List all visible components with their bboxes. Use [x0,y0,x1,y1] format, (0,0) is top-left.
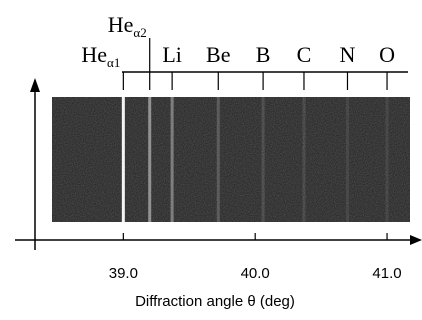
spectral-line [262,97,265,222]
line-name: He [81,42,107,67]
line-label: Heα2 [108,12,147,40]
line-label: Heα1 [81,42,120,70]
x-tick-label: 39.0 [109,265,138,282]
spectral-line [148,97,151,222]
spectral-line [122,97,125,222]
line-name: B [256,42,271,67]
line-name: Be [206,42,230,67]
line-name: He [108,12,134,37]
spectral-line [346,97,349,222]
y-arrow [30,78,40,92]
line-name: C [297,42,312,67]
line-label: B [256,42,271,67]
chart: Diffraction angle θ (deg) 39.0 40.0 41.0 He… [0,0,422,320]
line-label: O [379,42,395,67]
line-name: O [379,42,395,67]
line-subscript: α1 [107,55,120,70]
line-subscript: α2 [133,25,146,40]
x-tick-label: 41.0 [372,265,401,282]
line-name: N [340,42,356,67]
line-label: Be [206,42,230,67]
spectral-line [386,97,389,222]
x-axis-label: Diffraction angle θ (deg) [135,293,295,310]
spectral-line [302,97,305,222]
spectral-line [171,97,174,222]
spectrum-image [52,97,410,222]
x-tick-label: 40.0 [241,265,270,282]
spectral-line [217,97,220,222]
line-name: Li [162,42,182,67]
line-label: Li [162,42,182,67]
x-arrow [410,235,422,245]
line-label: N [340,42,356,67]
line-label: C [297,42,312,67]
